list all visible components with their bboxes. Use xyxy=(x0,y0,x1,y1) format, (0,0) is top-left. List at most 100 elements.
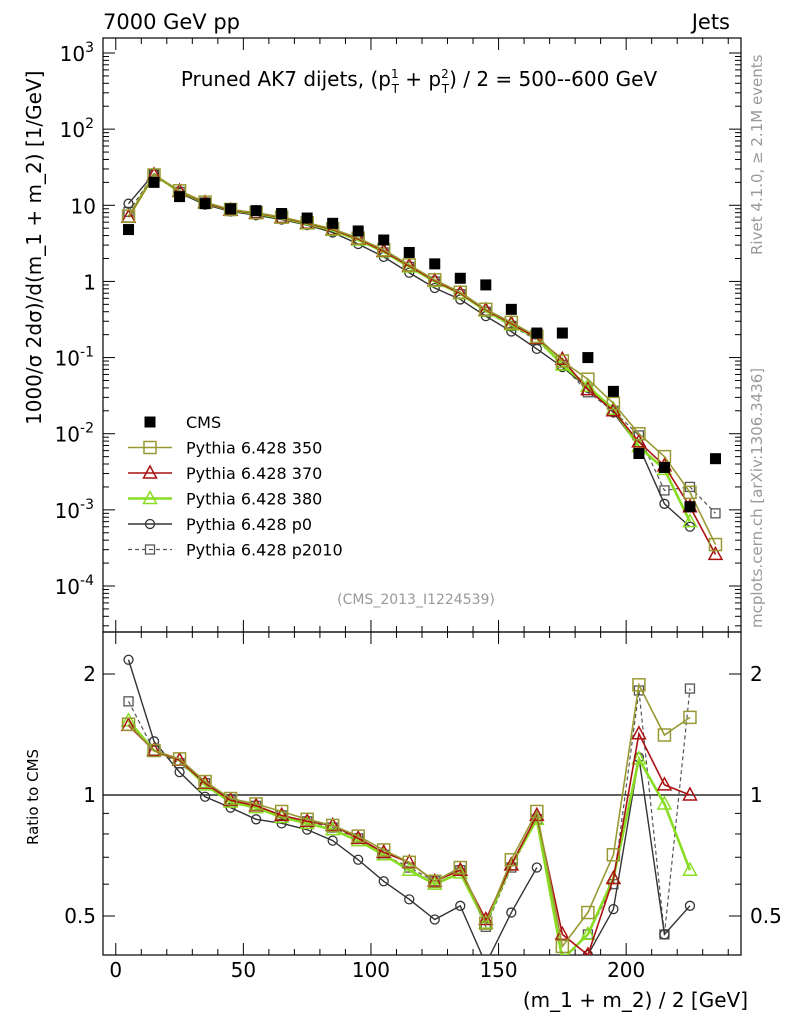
main-point-cms xyxy=(123,224,135,236)
ratio-point-pythia-6-428-350 xyxy=(453,860,468,875)
ratio-point-pythia-6-428-350 xyxy=(555,939,570,954)
ratio-line-pythia-6-428-p2010 xyxy=(587,688,691,935)
x-axis-label: (m_1 + m_2) / 2 [GeV] xyxy=(523,988,748,1012)
ratio-point-pythia-6-428-350 xyxy=(606,848,621,862)
main-point-cms xyxy=(505,303,517,315)
ratio-point-pythia-6-428-p0 xyxy=(429,914,440,925)
x-tick-label: 150 xyxy=(479,958,517,982)
main-point-cms xyxy=(174,191,186,203)
main-point-cms xyxy=(480,279,492,291)
ratio-point-pythia-6-428-350 xyxy=(683,710,697,725)
ratio-point-pythia-6-428-350 xyxy=(274,804,289,819)
main-point-cms xyxy=(429,258,441,270)
main-point-cms xyxy=(301,212,313,224)
main-point-cms xyxy=(709,453,721,465)
legend-label-pythia-6-428-p2010: Pythia 6.428 p2010 xyxy=(186,541,343,560)
main-point-pythia-6-428-370 xyxy=(707,545,724,561)
ratio-point-pythia-6-428-380 xyxy=(656,795,673,810)
main-point-cms xyxy=(352,225,364,237)
ratio-point-pythia-6-428-p0 xyxy=(123,654,134,665)
ratio-point-pythia-6-428-350 xyxy=(325,818,340,833)
x-tick-label: 0 xyxy=(109,958,122,982)
legend-label-pythia-6-428-380: Pythia 6.428 380 xyxy=(186,490,322,509)
ratio-point-pythia-6-428-380 xyxy=(401,861,417,876)
x-tick-label: 200 xyxy=(607,958,645,982)
ratio-point-pythia-6-428-350 xyxy=(428,874,442,889)
ratio-point-pythia-6-428-p0 xyxy=(455,900,466,911)
legend-label-pythia-6-428-370: Pythia 6.428 370 xyxy=(186,464,322,483)
main-point-pythia-6-428-p0 xyxy=(429,282,440,294)
main-point-pythia-6-428-350 xyxy=(121,209,136,223)
main-y-tick-label: 10-2 xyxy=(55,421,94,447)
ratio-point-pythia-6-428-p0 xyxy=(531,862,542,873)
ratio-panel-layer: 0 50 100 150 200 0.5 0.5 1 1 2 2 xyxy=(64,631,782,982)
main-y-tick-label: 10 xyxy=(71,194,96,218)
main-point-pythia-6-428-350 xyxy=(428,273,442,287)
ratio-line-pythia-6-428-p2010 xyxy=(127,701,538,929)
rivet-version-label: Rivet 4.1.0, ≥ 2.1M events xyxy=(748,54,766,255)
ratio-point-pythia-6-428-p2010 xyxy=(123,696,134,707)
ratio-point-pythia-6-428-380 xyxy=(427,875,443,890)
energy-label: 7000 GeV pp xyxy=(103,10,240,34)
ratio-y-axis-label: Ratio to CMS xyxy=(24,749,42,845)
legend-marker-pythia-6-428-350 xyxy=(143,440,157,455)
ratio-point-pythia-6-428-370 xyxy=(605,869,622,885)
ratio-point-pythia-6-428-350 xyxy=(632,678,646,692)
main-point-cms xyxy=(148,176,160,188)
main-point-cms xyxy=(403,246,415,258)
main-point-pythia-6-428-p0 xyxy=(531,343,542,355)
ratio-line-pythia-6-428-p0 xyxy=(127,659,538,955)
ratio-point-pythia-6-428-350 xyxy=(147,743,161,758)
main-y-tick-label: 10-3 xyxy=(55,497,94,523)
ratio-point-pythia-6-428-370 xyxy=(273,806,290,822)
title-prefix: Pruned AK7 dijets, (p xyxy=(181,67,391,91)
main-point-pythia-6-428-380 xyxy=(682,513,698,528)
legend-marker-cms xyxy=(144,416,156,428)
ratio-point-pythia-6-428-380 xyxy=(580,925,596,941)
main-point-pythia-6-428-350 xyxy=(632,426,646,441)
ratio-point-pythia-6-428-p0 xyxy=(353,854,364,865)
ratio-point-pythia-6-428-p0 xyxy=(148,736,160,747)
main-point-pythia-6-428-p2010 xyxy=(710,508,721,519)
main-point-cms xyxy=(225,203,237,215)
ratio-point-pythia-6-428-350 xyxy=(351,829,365,843)
main-point-pythia-6-428-350 xyxy=(402,258,416,272)
x-tick-label: 100 xyxy=(352,958,390,982)
ratio-line-pythia-6-428-p0 xyxy=(587,757,691,955)
ratio-point-pythia-6-428-380 xyxy=(682,861,698,876)
main-series-group xyxy=(120,166,724,561)
ratio-y-tick-label: 0.5 xyxy=(64,904,96,928)
main-point-pythia-6-428-p0 xyxy=(506,326,517,337)
main-point-cms xyxy=(327,217,339,229)
main-point-cms xyxy=(658,461,670,473)
ratio-y-tick-label-right: 1 xyxy=(750,783,763,807)
ratio-point-pythia-6-428-350 xyxy=(581,905,595,920)
main-point-pythia-6-428-350 xyxy=(453,285,468,300)
ratio-point-pythia-6-428-p0 xyxy=(276,818,287,829)
legend-marker-pythia-6-428-370 xyxy=(142,464,158,479)
x-tick-label: 50 xyxy=(231,958,256,982)
legend-layer: CMS Pythia 6.428 350 Pythia 6.428 370 Pythi… xyxy=(128,413,343,560)
mcplots-source-label: mcplots.cern.ch [arXiv:1306.3436] xyxy=(748,368,766,628)
ratio-point-pythia-6-428-370 xyxy=(503,856,520,871)
ratio-point-pythia-6-428-p2010 xyxy=(684,683,696,694)
ratio-point-pythia-6-428-p0 xyxy=(404,894,415,905)
main-y-axis-label: 1000/σ 2dσ)/d(m_1 + m_2) [1/GeV] xyxy=(22,71,46,425)
ratio-point-pythia-6-428-p0 xyxy=(174,766,185,778)
legend-label-pythia-6-428-350: Pythia 6.428 350 xyxy=(186,439,322,458)
main-point-cms xyxy=(684,501,696,513)
main-point-cms xyxy=(556,327,568,339)
ratio-point-pythia-6-428-350 xyxy=(172,752,187,766)
main-point-pythia-6-428-350 xyxy=(606,396,621,411)
ratio-point-pythia-6-428-370 xyxy=(529,806,545,822)
ratio-point-pythia-6-428-350 xyxy=(121,717,136,731)
ratio-point-pythia-6-428-370 xyxy=(656,776,673,791)
legend-label-cms: CMS xyxy=(186,413,221,432)
ratio-point-pythia-6-428-350 xyxy=(402,855,416,870)
ratio-y-tick-label: 2 xyxy=(83,662,96,686)
ratio-point-pythia-6-428-350 xyxy=(223,791,238,806)
ratio-point-pythia-6-428-350 xyxy=(198,774,212,789)
main-y-tick-label: 1 xyxy=(83,270,96,294)
